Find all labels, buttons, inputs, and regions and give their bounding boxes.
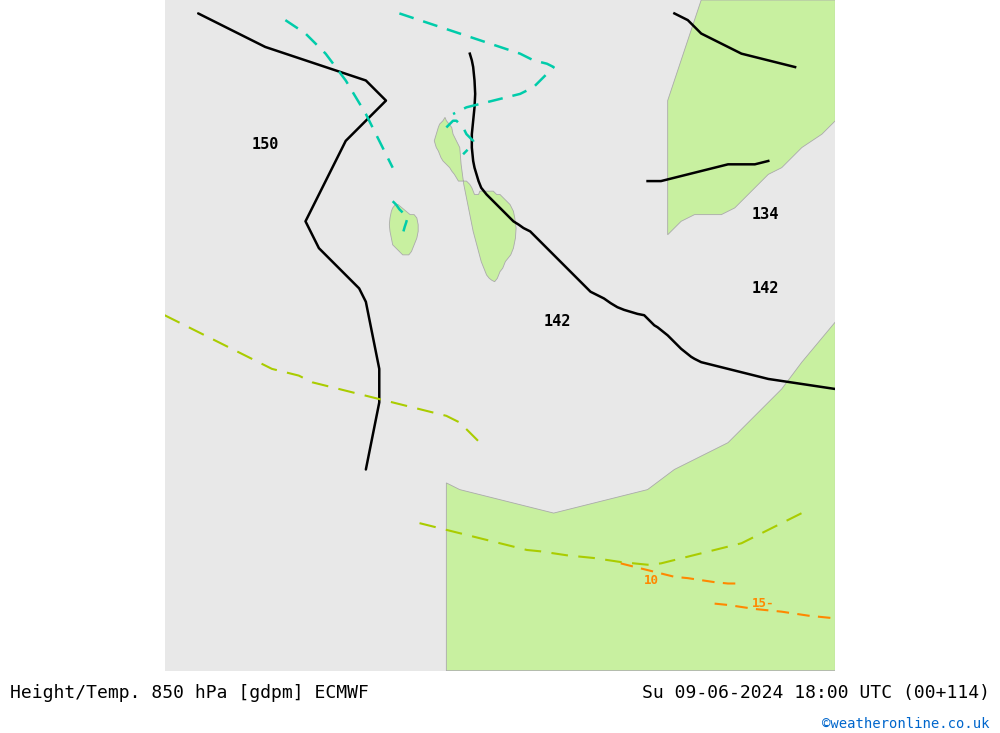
Polygon shape — [715, 0, 835, 54]
Text: 15-: 15- — [752, 597, 774, 610]
Text: 142: 142 — [752, 281, 779, 296]
Polygon shape — [668, 0, 835, 235]
Text: 142: 142 — [544, 314, 571, 329]
Text: 134: 134 — [752, 207, 779, 222]
Text: Su 09-06-2024 18:00 UTC (00+114): Su 09-06-2024 18:00 UTC (00+114) — [642, 683, 990, 701]
Text: Height/Temp. 850 hPa [gdpm] ECMWF: Height/Temp. 850 hPa [gdpm] ECMWF — [10, 683, 369, 701]
Text: 150: 150 — [252, 136, 279, 152]
Text: ©weatheronline.co.uk: ©weatheronline.co.uk — [822, 717, 990, 731]
Polygon shape — [446, 322, 835, 671]
Text: 10: 10 — [644, 574, 659, 586]
Polygon shape — [389, 205, 418, 255]
Polygon shape — [434, 117, 516, 281]
